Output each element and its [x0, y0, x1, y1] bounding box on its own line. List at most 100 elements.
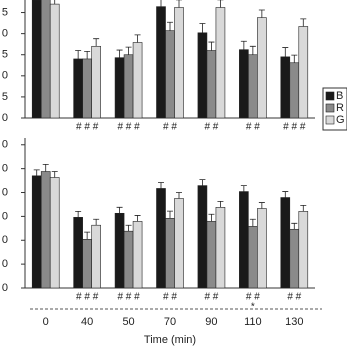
annotation: # # — [246, 292, 260, 303]
annotation: # # — [163, 292, 177, 303]
annotation: # # — [287, 292, 301, 303]
bar — [248, 54, 258, 118]
x-tick-label: 40 — [81, 316, 93, 328]
error-bar — [84, 50, 91, 59]
bar — [197, 185, 208, 288]
error-bar — [176, 192, 182, 199]
legend-swatch — [325, 91, 335, 101]
error-bar — [282, 47, 289, 57]
error-bar — [282, 191, 289, 198]
error-bar — [167, 21, 173, 31]
y-tick-label: 5 — [2, 6, 8, 18]
bar — [257, 208, 267, 288]
error-bar — [291, 222, 298, 230]
error-bar — [134, 215, 141, 222]
bar — [165, 217, 175, 288]
x-tick-label: 90 — [205, 316, 217, 328]
error-bar — [116, 49, 123, 58]
marker: * — [251, 302, 255, 313]
bar — [123, 54, 134, 118]
x-tick-label: 130 — [285, 316, 303, 328]
legend-swatch — [325, 103, 335, 113]
error-bar — [240, 185, 247, 192]
error-bar — [300, 18, 307, 27]
legend-label: B — [336, 90, 343, 102]
bar — [174, 7, 184, 118]
error-bar — [258, 202, 265, 209]
y-tick-label: 0 — [2, 163, 8, 175]
bar — [280, 197, 291, 288]
bar — [156, 188, 166, 288]
bar — [248, 226, 258, 288]
y-tick-label: 0 — [2, 282, 8, 294]
bar — [156, 6, 166, 118]
annotation: # # # — [117, 122, 140, 133]
error-bar — [176, 0, 182, 8]
bar — [206, 50, 217, 118]
error-bar — [125, 224, 132, 232]
error-bar — [93, 38, 100, 47]
bar — [215, 207, 226, 288]
error-bar — [160, 0, 162, 7]
bar — [40, 171, 51, 288]
bar — [239, 191, 249, 288]
bar — [31, 175, 42, 288]
bar — [298, 211, 309, 288]
annotation: # # # — [76, 292, 99, 303]
bar — [114, 57, 125, 118]
x-tick-label: 0 — [43, 316, 49, 328]
bar — [280, 56, 291, 118]
error-bar — [42, 163, 49, 172]
y-tick-label: 0 — [2, 186, 8, 198]
x-tick-label: 70 — [164, 316, 176, 328]
legend-swatch — [325, 115, 335, 125]
bars — [31, 0, 309, 118]
error-bar — [51, 171, 58, 178]
bar — [73, 58, 83, 118]
bar — [91, 45, 101, 118]
error-bar — [158, 182, 164, 189]
bar — [174, 198, 184, 288]
annotation: # # — [204, 122, 218, 133]
bar — [82, 239, 92, 288]
bars — [31, 163, 309, 288]
bar — [257, 17, 267, 118]
y-tick-label: 0 — [2, 28, 8, 40]
bar — [165, 30, 175, 118]
bar — [289, 228, 300, 288]
annotation: # # # — [117, 292, 140, 303]
x-tick-label: 50 — [122, 316, 134, 328]
bar — [239, 49, 249, 118]
bar — [215, 7, 226, 118]
annotation: # # — [204, 292, 218, 303]
error-bar — [134, 34, 141, 43]
error-bar — [291, 54, 298, 63]
bar — [73, 217, 83, 288]
bar — [40, 0, 51, 118]
error-bar — [33, 169, 40, 176]
legend-label: G — [336, 114, 345, 126]
y-tick-label: 0 — [2, 139, 8, 151]
bar — [206, 221, 217, 288]
error-bar — [75, 50, 82, 59]
error-bar — [208, 41, 215, 51]
bar — [91, 224, 101, 288]
error-bar — [208, 213, 215, 222]
bar — [49, 177, 60, 288]
bar — [197, 32, 208, 118]
y-tick-label: 0 — [2, 112, 8, 124]
error-bar — [116, 206, 123, 214]
error-bar — [249, 218, 256, 227]
error-bar — [84, 231, 91, 240]
error-bar — [217, 0, 224, 8]
bar — [132, 221, 143, 288]
bar — [289, 62, 300, 118]
annotation: # # — [246, 122, 260, 133]
error-bar — [125, 46, 132, 55]
bar — [31, 0, 42, 118]
x-tick-label: 110 — [244, 316, 262, 328]
error-bar — [75, 210, 82, 218]
bar — [298, 26, 309, 118]
bar — [123, 230, 134, 288]
